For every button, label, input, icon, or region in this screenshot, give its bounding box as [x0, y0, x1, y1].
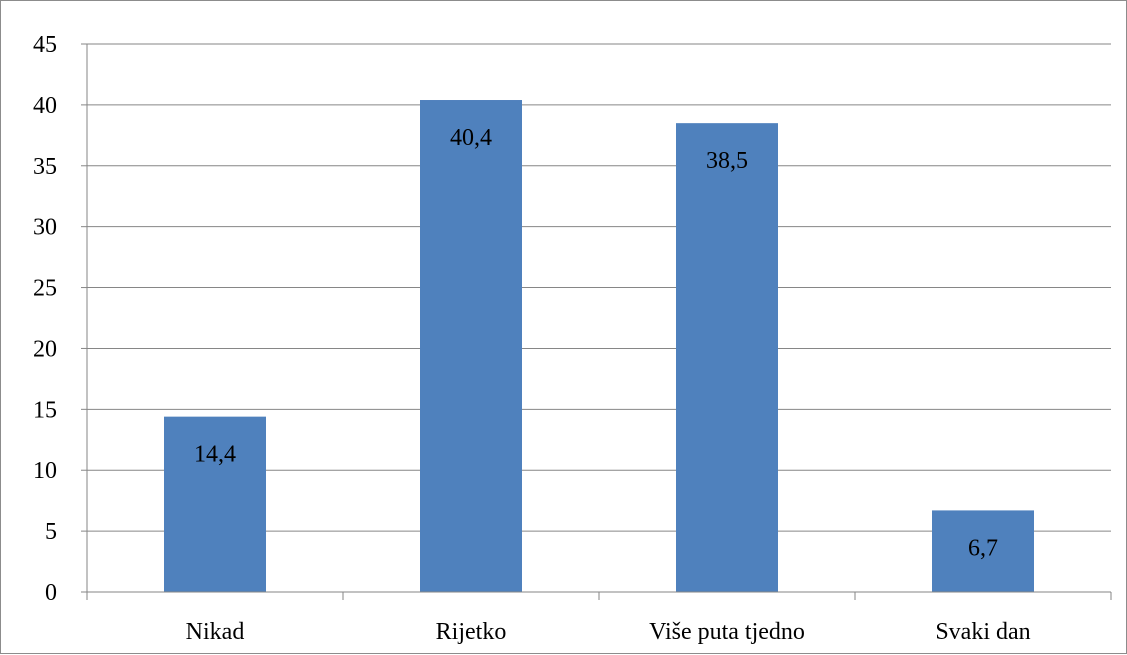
category-label-2: Više puta tjedno: [649, 619, 805, 645]
bar-1: [420, 100, 522, 593]
data-label-3: 6,7: [968, 535, 998, 561]
y-tick-label-30: 30: [33, 215, 57, 241]
y-tick-label-35: 35: [33, 154, 57, 180]
bars: [164, 100, 1034, 593]
y-tick-label-15: 15: [33, 397, 57, 423]
bar-0: [164, 416, 266, 592]
y-tick-label-45: 45: [33, 32, 57, 58]
category-label-1: Rijetko: [436, 619, 507, 645]
bar-3: [932, 510, 1034, 592]
category-label-0: Nikad: [186, 619, 245, 645]
category-label-3: Svaki dan: [935, 619, 1030, 645]
data-label-0: 14,4: [194, 442, 236, 468]
bar-2: [676, 123, 778, 593]
axes: [81, 43, 1112, 600]
y-tick-label-20: 20: [33, 336, 57, 362]
y-tick-label-0: 0: [45, 580, 57, 606]
y-tick-label-5: 5: [45, 519, 57, 545]
labels: 0 5 10 15 20 25 30 35 40 45 14,4 Nikad 40,4 Rijetko 38…: [33, 32, 1031, 645]
y-tick-label-10: 10: [33, 458, 57, 484]
data-label-1: 40,4: [450, 125, 492, 151]
y-tick-label-25: 25: [33, 276, 57, 302]
y-tick-label-40: 40: [33, 93, 57, 119]
data-label-2: 38,5: [706, 148, 748, 174]
